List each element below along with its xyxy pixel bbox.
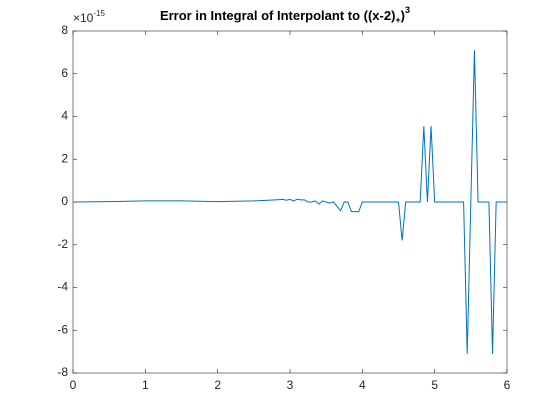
y-tick-label: -6: [57, 322, 68, 336]
x-tick-label: 0: [70, 378, 77, 392]
title-close: ): [401, 8, 405, 23]
y-tick-label: 0: [61, 194, 68, 208]
x-tick-label: 3: [287, 378, 294, 392]
data-line: [72, 50, 507, 354]
x-tick-label: 2: [214, 378, 221, 392]
y-tick-label: 4: [61, 109, 68, 123]
chart-title: Error in Integral of Interpolant to ((x-…: [160, 5, 410, 25]
y-scale-base: ×10: [73, 11, 94, 25]
y-tick-label: 2: [61, 151, 68, 165]
x-tick-label: 4: [359, 378, 366, 392]
y-scale: ×10-15: [73, 9, 105, 25]
y-tick-label: -2: [57, 237, 68, 251]
x-tick-label: 1: [142, 378, 149, 392]
title-subscript: +: [395, 15, 400, 25]
y-tick-label: 6: [61, 66, 68, 80]
title-superscript: 3: [405, 5, 410, 15]
y-tick-label: -4: [57, 280, 68, 294]
y-tick-label: -8: [57, 365, 68, 379]
x-tick-label: 6: [504, 378, 511, 392]
y-tick-label: 8: [61, 23, 68, 37]
title-main: Error in Integral of Interpolant to ((x-…: [160, 8, 395, 23]
y-scale-exponent: -15: [93, 9, 105, 18]
x-tick-label: 5: [431, 378, 438, 392]
